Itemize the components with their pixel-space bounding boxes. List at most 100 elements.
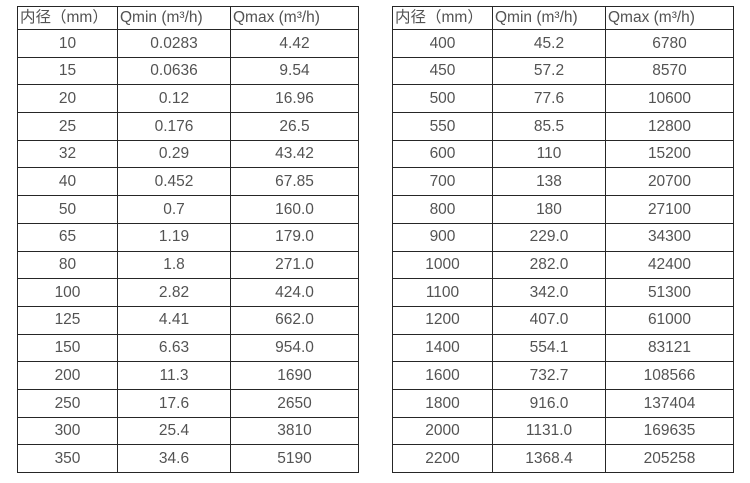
- flow-range-table-small-diameters: 内径（mm） Qmin (m³/h) Qmax (m³/h) 10 0.0283 4.4…: [17, 6, 359, 473]
- table-cell: 400: [392, 29, 493, 58]
- table-cell: 10600: [605, 84, 734, 114]
- table-cell: 180: [492, 195, 606, 224]
- table-cell: 1368.4: [492, 444, 606, 473]
- column-header: Qmin (m³/h): [117, 6, 231, 30]
- table-row: 350 34.6 5190: [17, 444, 359, 473]
- table-cell: 20: [17, 84, 118, 114]
- table-row: 2200 1368.4 205258: [392, 444, 734, 473]
- table-row: 10 0.0283 4.42: [17, 29, 359, 58]
- table-cell: 26.5: [230, 112, 359, 141]
- table-row: 20 0.12 16.96: [17, 84, 359, 114]
- table-cell: 732.7: [492, 361, 606, 390]
- flow-range-table-large-diameters: 内径（mm） Qmin (m³/h) Qmax (m³/h) 400 45.2 6780…: [392, 6, 734, 473]
- table-row: 900 229.0 34300: [392, 222, 734, 252]
- table-cell: 407.0: [492, 305, 606, 335]
- table-row: 500 77.6 10600: [392, 84, 734, 114]
- table-cell: 350: [17, 444, 118, 473]
- table-cell: 12800: [605, 112, 734, 141]
- table-cell: 17.6: [117, 388, 231, 418]
- table-cell: 700: [392, 167, 493, 197]
- table-cell: 450: [392, 56, 493, 86]
- table-cell: 2.82: [117, 278, 231, 307]
- table-cell: 300: [17, 416, 118, 446]
- table-row: 40 0.452 67.85: [17, 167, 359, 197]
- table-cell: 342.0: [492, 278, 606, 307]
- table-cell: 1800: [392, 388, 493, 418]
- table-row: 50 0.7 160.0: [17, 195, 359, 224]
- table-cell: 6.63: [117, 333, 231, 363]
- table-cell: 108566: [605, 361, 734, 390]
- table-row: 150 6.63 954.0: [17, 333, 359, 363]
- table-row: 250 17.6 2650: [17, 388, 359, 418]
- table-row: 550 85.5 12800: [392, 112, 734, 141]
- table-row: 65 1.19 179.0: [17, 222, 359, 252]
- table-row: 100 2.82 424.0: [17, 278, 359, 307]
- column-header: 内径（mm）: [392, 6, 493, 30]
- table-cell: 500: [392, 84, 493, 114]
- table-cell: 169635: [605, 416, 734, 446]
- table-cell: 916.0: [492, 388, 606, 418]
- table-cell: 51300: [605, 278, 734, 307]
- table-cell: 110: [492, 139, 606, 169]
- table-body: 400 45.2 6780 450 57.2 8570 500 77.6 10600 550 85.…: [392, 29, 734, 473]
- table-cell: 282.0: [492, 250, 606, 280]
- table-cell: 550: [392, 112, 493, 141]
- table-cell: 900: [392, 222, 493, 252]
- table-cell: 4.41: [117, 305, 231, 335]
- table-row: 25 0.176 26.5: [17, 112, 359, 141]
- table-cell: 554.1: [492, 333, 606, 363]
- table-cell: 250: [17, 388, 118, 418]
- table-cell: 34300: [605, 222, 734, 252]
- table-cell: 271.0: [230, 250, 359, 280]
- header-row: 内径（mm） Qmin (m³/h) Qmax (m³/h): [17, 6, 359, 30]
- table-cell: 1.8: [117, 250, 231, 280]
- header-row: 内径（mm） Qmin (m³/h) Qmax (m³/h): [392, 6, 734, 30]
- table-cell: 100: [17, 278, 118, 307]
- table-cell: 0.29: [117, 139, 231, 169]
- table-cell: 67.85: [230, 167, 359, 197]
- table-row: 15 0.0636 9.54: [17, 56, 359, 86]
- table-cell: 1100: [392, 278, 493, 307]
- table-cell: 0.12: [117, 84, 231, 114]
- table-cell: 229.0: [492, 222, 606, 252]
- table-cell: 200: [17, 361, 118, 390]
- table-cell: 0.0636: [117, 56, 231, 86]
- table-cell: 77.6: [492, 84, 606, 114]
- table-cell: 27100: [605, 195, 734, 224]
- table-row: 450 57.2 8570: [392, 56, 734, 86]
- table-cell: 16.96: [230, 84, 359, 114]
- table-cell: 4.42: [230, 29, 359, 58]
- table-cell: 1200: [392, 305, 493, 335]
- table-cell: 800: [392, 195, 493, 224]
- table-cell: 3810: [230, 416, 359, 446]
- table-cell: 43.42: [230, 139, 359, 169]
- table-cell: 61000: [605, 305, 734, 335]
- table-row: 800 180 27100: [392, 195, 734, 224]
- table-cell: 0.0283: [117, 29, 231, 58]
- table-cell: 1600: [392, 361, 493, 390]
- table-cell: 424.0: [230, 278, 359, 307]
- table-row: 1100 342.0 51300: [392, 278, 734, 307]
- table-cell: 85.5: [492, 112, 606, 141]
- table-cell: 1690: [230, 361, 359, 390]
- table-cell: 2200: [392, 444, 493, 473]
- table-row: 1400 554.1 83121: [392, 333, 734, 363]
- table-cell: 34.6: [117, 444, 231, 473]
- table-row: 32 0.29 43.42: [17, 139, 359, 169]
- table-cell: 15: [17, 56, 118, 86]
- table-cell: 42400: [605, 250, 734, 280]
- table-cell: 45.2: [492, 29, 606, 58]
- table-cell: 20700: [605, 167, 734, 197]
- table-cell: 600: [392, 139, 493, 169]
- table-row: 600 110 15200: [392, 139, 734, 169]
- table-row: 125 4.41 662.0: [17, 305, 359, 335]
- table-row: 1600 732.7 108566: [392, 361, 734, 390]
- table-cell: 1000: [392, 250, 493, 280]
- table-row: 300 25.4 3810: [17, 416, 359, 446]
- table-cell: 160.0: [230, 195, 359, 224]
- table-cell: 179.0: [230, 222, 359, 252]
- table-cell: 2000: [392, 416, 493, 446]
- table-header: 内径（mm） Qmin (m³/h) Qmax (m³/h): [17, 6, 359, 30]
- table-cell: 138: [492, 167, 606, 197]
- table-row: 2000 1131.0 169635: [392, 416, 734, 446]
